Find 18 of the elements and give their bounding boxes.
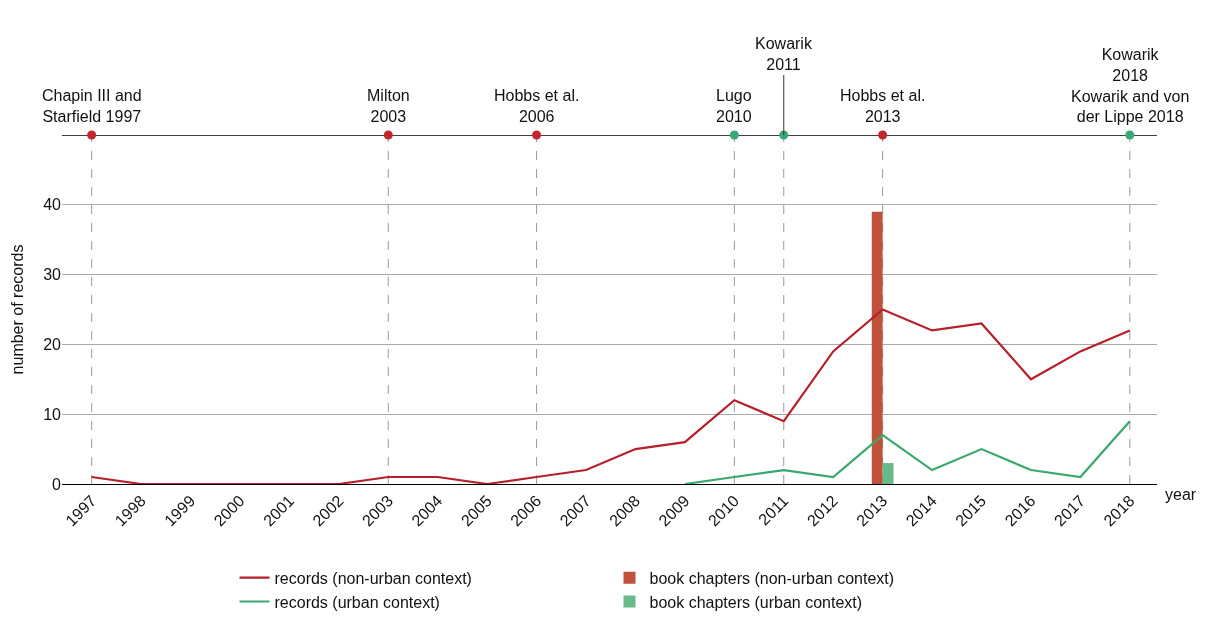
legend-label: book chapters (non-urban context) bbox=[649, 569, 895, 587]
annotation: Kowarik 2018 Kowarik and von der Lippe 2018 bbox=[1071, 46, 1190, 126]
annotation: Kowarik 2011 bbox=[755, 35, 813, 73]
y-tick-label: 10 bbox=[43, 405, 62, 423]
annotation: Milton 2003 bbox=[367, 87, 410, 125]
y-tick-label: 20 bbox=[43, 336, 62, 353]
annotation: Chapin III and Starfield 1997 bbox=[42, 87, 142, 125]
legend-label: records (non-urban context) bbox=[274, 569, 472, 587]
y-tick-label: 40 bbox=[43, 196, 62, 214]
y-tick-label: 30 bbox=[43, 266, 62, 284]
y-axis-title: number of records bbox=[9, 244, 27, 375]
annotation: Hobbs et al. 2013 bbox=[840, 87, 926, 125]
annotation: Lugo 2010 bbox=[716, 87, 752, 125]
y-tick-label: 0 bbox=[52, 475, 62, 493]
x-axis-title: year bbox=[1165, 486, 1197, 503]
annotation: Hobbs et al. 2006 bbox=[494, 87, 580, 125]
legend-label: book chapters (urban context) bbox=[649, 593, 863, 611]
legend-label: records (urban context) bbox=[274, 593, 440, 611]
